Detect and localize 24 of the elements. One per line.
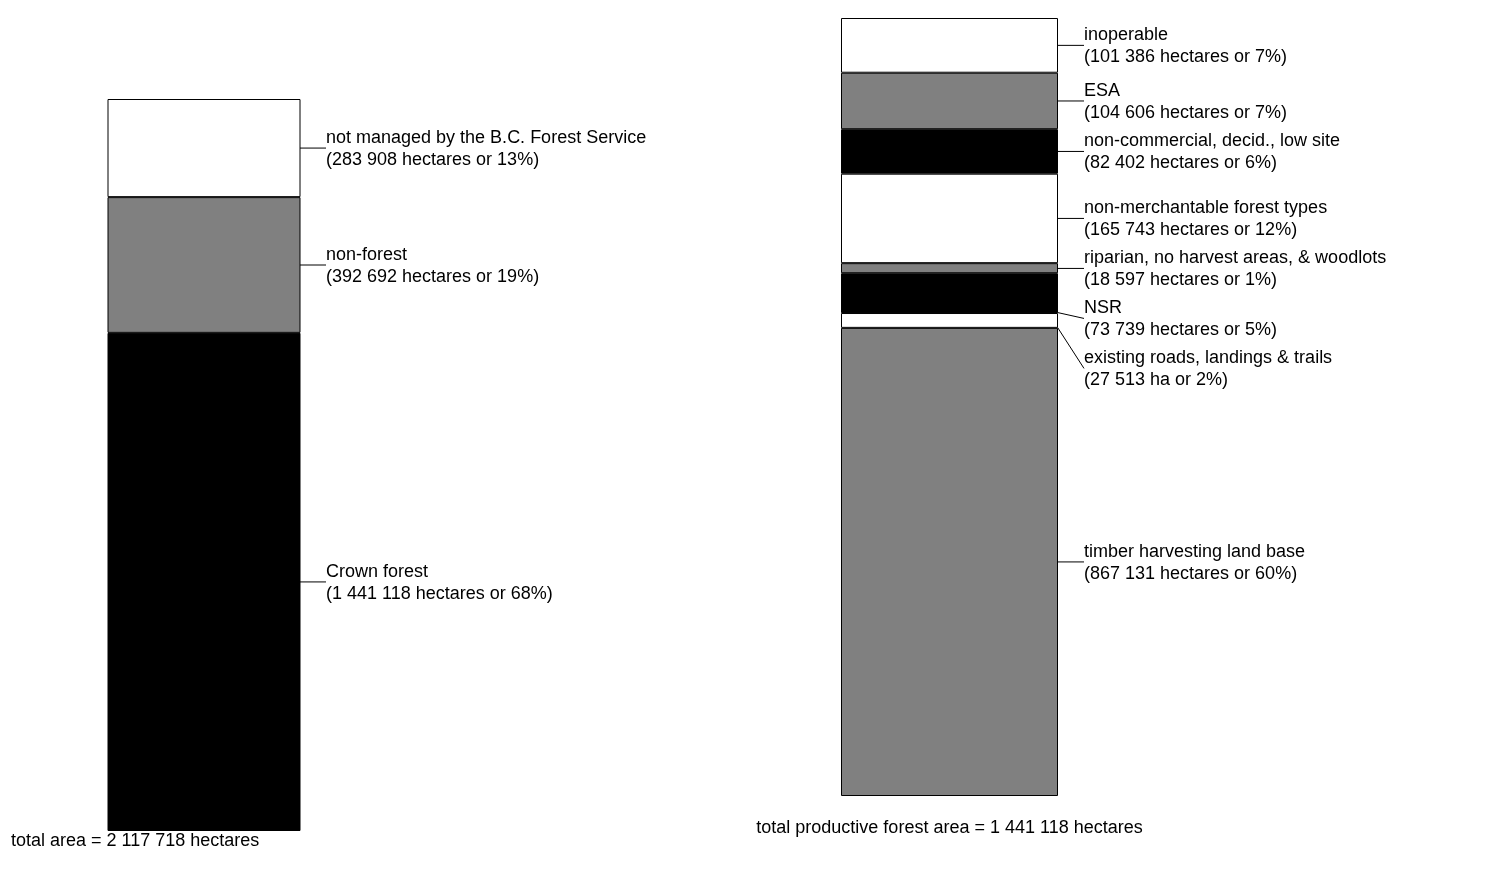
data-label: (73 739 hectares or 5%) bbox=[1084, 319, 1278, 340]
x-axis-title: total area = 2 117 718 hectares bbox=[11, 830, 260, 850]
data-label: (392 692 hectares or 19%) bbox=[326, 266, 540, 286]
series-label: riparian, no harvest areas, & woodlots bbox=[1084, 247, 1387, 268]
series-label: not managed by the B.C. Forest Service bbox=[326, 127, 647, 148]
data-label: (1 441 118 hectares or 68%) bbox=[326, 582, 553, 603]
x-axis-title: total productive forest area = 1 441 118 hectares bbox=[756, 817, 1143, 837]
series-label: non-commercial, decid., low site bbox=[1084, 130, 1341, 151]
series-label: inoperable bbox=[1084, 24, 1169, 45]
data-label: (867 131 hectares or 60%) bbox=[1084, 562, 1298, 583]
series-label: non-merchantable forest types bbox=[1084, 197, 1328, 218]
series-label: non-forest bbox=[326, 244, 408, 264]
series-label: Crown forest bbox=[326, 560, 429, 581]
series-label: timber harvesting land base bbox=[1084, 540, 1306, 561]
series-label: ESA bbox=[1084, 79, 1121, 100]
data-label: (101 386 hectares or 7%) bbox=[1084, 46, 1288, 67]
series-label: existing roads, landings & trails bbox=[1084, 347, 1333, 368]
data-label: (27 513 ha or 2%) bbox=[1084, 369, 1229, 390]
data-label: (104 606 hectares or 7%) bbox=[1084, 101, 1288, 122]
series-label: NSR bbox=[1084, 297, 1123, 318]
data-label: (82 402 hectares or 6%) bbox=[1084, 152, 1278, 173]
data-label: (165 743 hectares or 12%) bbox=[1084, 219, 1298, 240]
data-label: (18 597 hectares or 1%) bbox=[1084, 269, 1278, 290]
data-label: (283 908 hectares or 13%) bbox=[326, 149, 540, 170]
